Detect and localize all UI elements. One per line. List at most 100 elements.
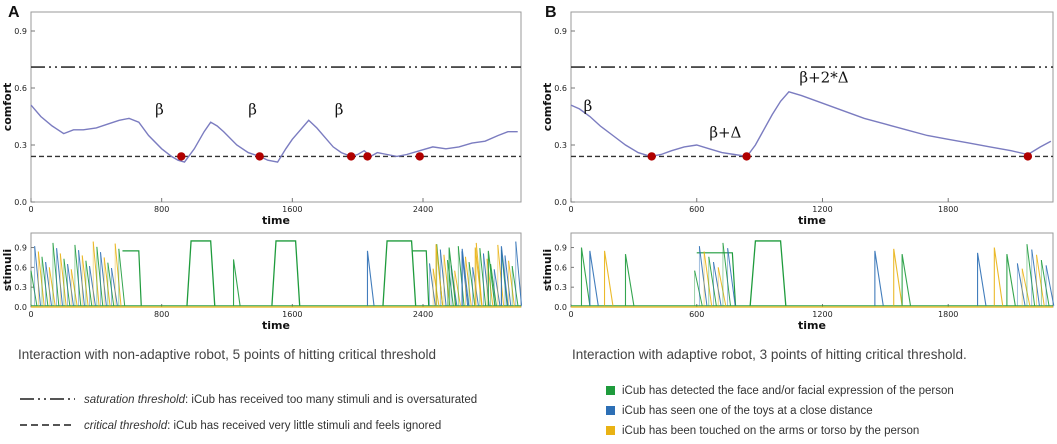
saturation-term: saturation threshold [84, 394, 186, 406]
stimulus-spike [114, 243, 122, 306]
stimulus-spike [1016, 263, 1026, 306]
threshold-legend: saturation threshold : iCub has received … [20, 394, 477, 432]
stimulus-spike [1021, 268, 1031, 306]
stimulus-spike [901, 254, 912, 306]
stimulus-spike [96, 246, 104, 306]
stimulus-spike [713, 261, 722, 306]
y-tick-label: 0.3 [14, 283, 27, 292]
stimulus-spike [107, 262, 115, 306]
panel-label-a: A [8, 4, 20, 21]
touch-legend-text: iCub has been touched on the arms or tor… [622, 425, 919, 437]
stimulus-spike [37, 251, 45, 306]
panel-label-b: B [545, 4, 557, 21]
stimulus-spike [893, 248, 903, 306]
x-tick-label: 0 [28, 310, 33, 319]
stimulus-spike [52, 242, 60, 306]
y-tick-label: 0.3 [554, 283, 567, 292]
stimulus-spike [490, 263, 497, 306]
critical-desc: : iCub has received very little stimuli … [167, 420, 441, 432]
stimulus-spike [479, 248, 487, 306]
critical-hit-marker [346, 152, 356, 161]
x-tick-label: 0 [568, 310, 573, 319]
stimulus-spike [993, 247, 1004, 306]
x-tick-label: 600 [689, 205, 704, 214]
caption-a: Interaction with non-adaptive robot, 5 p… [18, 347, 436, 362]
critical-hit-marker [255, 152, 264, 161]
face-pulse [186, 240, 216, 306]
stimulus-spike [85, 260, 93, 306]
stimulus-spike [74, 244, 82, 306]
x-axis-title: time [262, 319, 290, 332]
y-tick-label: 0.9 [14, 27, 27, 36]
touch-legend-swatch [606, 426, 615, 435]
comfort-chart-a: 0.0 0.3 0.6 0.9 0 800 1600 2400 time comfort β β β [1, 11, 522, 227]
y-tick-label: 0.0 [554, 198, 567, 207]
x-axis-title: time [262, 214, 290, 227]
y-axis-title: comfort [1, 83, 14, 132]
y-tick-label: 0.9 [14, 244, 27, 253]
stimulus-spike [59, 253, 67, 306]
face-pulse [271, 240, 301, 306]
stimuli-chart-b: 0.0 0.3 0.6 0.9 0 600 1200 1800 time stimuli [541, 232, 1055, 332]
critical-hit-marker [177, 152, 186, 161]
stimuli-chart-a: 0.0 0.3 0.6 0.9 0 800 1600 2400 time stimuli [1, 232, 523, 332]
stimulus-spike [589, 250, 599, 306]
stimulus-spike [232, 259, 241, 306]
x-tick-label: 800 [154, 205, 169, 214]
beta-annotation: β+2*Δ [799, 68, 848, 86]
stimulus-spike [34, 246, 42, 306]
stimulus-spike [89, 265, 96, 306]
stimulus-spike [624, 254, 635, 306]
critical-legend-text: critical threshold: iCub has received ve… [84, 420, 441, 432]
face-plateau [122, 250, 142, 306]
stimulus-spike [45, 262, 52, 306]
x-tick-label: 1800 [938, 205, 958, 214]
x-axis-title: time [798, 319, 826, 332]
y-tick-label: 0.0 [554, 303, 567, 312]
stimulus-spike [30, 270, 38, 306]
stimulus-spike [448, 247, 457, 306]
plot-frame [30, 11, 522, 203]
y-axis-title: stimuli [541, 249, 554, 291]
y-tick-label: 0.6 [554, 263, 567, 272]
comfort-line [570, 90, 1052, 158]
x-tick-label: 1200 [812, 310, 832, 319]
stimulus-spike [92, 241, 100, 306]
x-tick-label: 1600 [282, 310, 302, 319]
critical-term: critical threshold [84, 420, 168, 432]
stimulus-spike [487, 250, 496, 306]
stimulus-spike [493, 269, 501, 306]
face-legend-text: iCub has detected the face and/or facial… [622, 385, 954, 397]
face-pulse [749, 240, 787, 306]
y-tick-label: 0.0 [14, 198, 27, 207]
stimulus-spike [722, 242, 731, 306]
stimulus-spike [1045, 265, 1055, 306]
stimulus-spike [1006, 254, 1016, 306]
beta-annotation: β+Δ [709, 123, 741, 141]
stimulus-spike [461, 248, 470, 306]
y-tick-label: 0.6 [14, 84, 27, 93]
stimulus-spike [447, 260, 454, 306]
stimulus-spike [439, 249, 447, 306]
x-tick-label: 1200 [812, 205, 832, 214]
x-tick-label: 1600 [282, 205, 302, 214]
stimulus-spike [464, 256, 472, 306]
stimulus-spike [508, 260, 515, 306]
stimulus-spike [1031, 249, 1040, 306]
stimulus-spike [580, 247, 591, 306]
stimulus-spike [504, 255, 512, 306]
critical-hit-marker [1023, 152, 1033, 161]
face-pulse [382, 240, 417, 306]
stimulus-spike [874, 250, 884, 306]
x-tick-label: 2400 [413, 310, 433, 319]
stimulus-spike [1036, 254, 1045, 306]
stimulus-spike [103, 257, 111, 306]
beta-annotation: β [335, 101, 344, 119]
y-tick-label: 0.9 [554, 244, 567, 253]
toy-legend-text: iCub has seen one of the toys at a close… [622, 405, 873, 417]
x-tick-label: 1800 [938, 310, 958, 319]
stimulus-spike [41, 256, 49, 306]
y-tick-label: 0.0 [14, 303, 27, 312]
stimulus-spike [694, 270, 703, 306]
stimulus-spike [717, 267, 727, 306]
